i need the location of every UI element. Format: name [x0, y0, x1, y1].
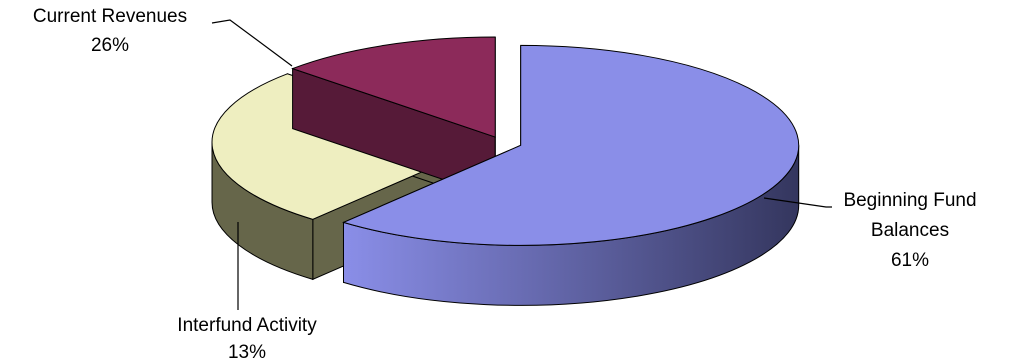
slice-label-beginning-fund-balances: Beginning Fund Balances 61% [843, 190, 976, 271]
percent-current-revenues: 26% [91, 35, 129, 56]
slice-label-current-revenues: Current Revenues 26% [33, 6, 187, 56]
leader-current-revenues [211, 19, 293, 67]
label-interfund-activity: Interfund Activity [177, 315, 317, 336]
slice-interfund-activity [291, 36, 496, 198]
label-beginning-fund-balances-line1: Beginning Fund [843, 190, 976, 211]
slice-top-beginning-fund-balances [342, 44, 800, 246]
percent-beginning-fund-balances: 61% [891, 250, 929, 271]
leader-beginning-fund-balances [763, 197, 832, 208]
slice-top-interfund-activity [291, 36, 496, 138]
slice-beginning-fund-balances [342, 44, 800, 306]
label-beginning-fund-balances-line2: Balances [871, 220, 949, 241]
slice-label-interfund-activity: Interfund Activity 13% [177, 315, 317, 361]
label-current-revenues: Current Revenues [33, 6, 187, 27]
percent-interfund-activity: 13% [228, 342, 266, 361]
